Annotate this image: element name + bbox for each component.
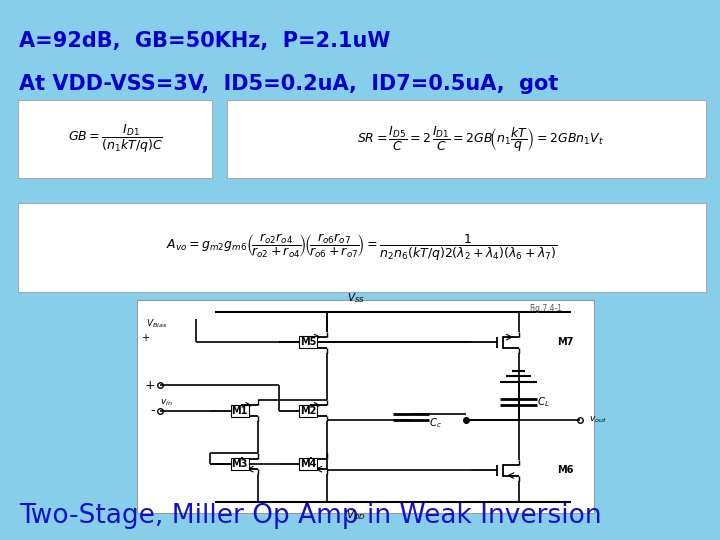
Bar (227, 100, 706, 178)
Text: M7: M7 (557, 338, 574, 347)
Text: $+$: $+$ (141, 332, 150, 342)
Text: M6: M6 (557, 465, 574, 475)
Text: M1: M1 (232, 406, 248, 416)
Bar (137, 300, 594, 513)
Text: $SR = \dfrac{I_{D5}}{C} = 2\,\dfrac{I_{D1}}{C} = 2GB\!\left(n_1\dfrac{kT}{q}\rig: $SR = \dfrac{I_{D5}}{C} = 2\,\dfrac{I_{D… (357, 125, 604, 153)
Text: At VDD-VSS=3V,  ID5=0.2uA,  ID7=0.5uA,  got: At VDD-VSS=3V, ID5=0.2uA, ID7=0.5uA, got (19, 73, 559, 94)
Text: A=92dB,  GB=50KHz,  P=2.1uW: A=92dB, GB=50KHz, P=2.1uW (19, 30, 391, 51)
Text: $v_{in}$: $v_{in}$ (160, 398, 172, 408)
Bar (18, 202, 706, 292)
Bar (18, 100, 212, 178)
Text: M3: M3 (232, 459, 248, 469)
Text: $V_{Bias}$: $V_{Bias}$ (146, 318, 167, 330)
Text: M2: M2 (300, 406, 316, 416)
Text: $V_{DD}$: $V_{DD}$ (346, 508, 366, 522)
Text: -: - (150, 404, 155, 417)
Text: $V_{SS}$: $V_{SS}$ (347, 291, 365, 305)
Text: $GB = \dfrac{I_{D1}}{(n_1 kT/q)C}$: $GB = \dfrac{I_{D1}}{(n_1 kT/q)C}$ (68, 123, 163, 155)
Text: M4: M4 (300, 459, 316, 469)
Text: $v_{out}$: $v_{out}$ (590, 415, 607, 426)
Text: Fig.7.4-1: Fig.7.4-1 (529, 303, 562, 313)
Text: M5: M5 (300, 338, 316, 347)
Text: +: + (145, 379, 155, 392)
Text: Two-Stage, Miller Op Amp in Weak Inversion: Two-Stage, Miller Op Amp in Weak Inversi… (19, 503, 602, 529)
Text: $C_c$: $C_c$ (429, 416, 443, 430)
Text: $A_{vo} = g_{m2}g_{m6}\left(\!\dfrac{r_{o2}r_{o4}}{r_{o2}+r_{o4}}\!\right)\!\lef: $A_{vo} = g_{m2}g_{m6}\left(\!\dfrac{r_{… (166, 232, 557, 262)
Text: $C_L$: $C_L$ (537, 395, 549, 409)
